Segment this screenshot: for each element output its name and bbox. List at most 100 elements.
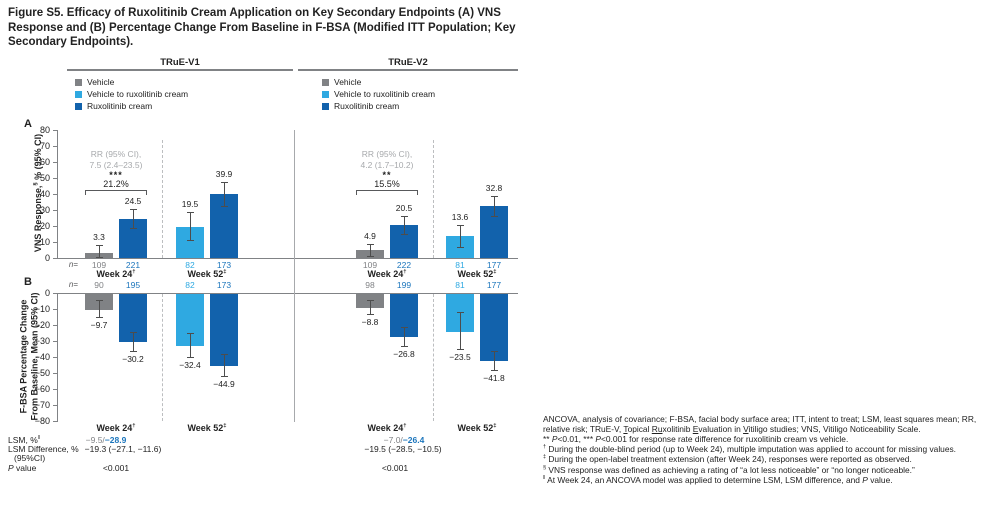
significance-stars: **	[382, 170, 392, 180]
legend-item-label: Vehicle to ruxolitinib cream	[87, 89, 189, 99]
bar-value-label: 19.5	[181, 198, 199, 209]
footnote-pvalues: ** P<0.01, *** P<0.001 for response rate…	[543, 433, 849, 444]
bar-rux	[480, 294, 508, 361]
legend-item: Ruxolitinib cream	[322, 100, 435, 112]
panel-a-y-axis	[57, 130, 58, 259]
ci-cap	[220, 206, 228, 207]
legend-true-v1: Vehicle Vehicle to ruxolitinib cream Rux…	[75, 76, 188, 112]
legend-true-v2: Vehicle Vehicle to ruxolitinib cream Rux…	[322, 76, 435, 112]
panel-b-y-tick	[53, 405, 57, 406]
n-label: 221	[125, 260, 141, 270]
week-label: Week 52‡	[187, 269, 227, 279]
panel-b-y-tick	[53, 421, 57, 422]
ci-cap	[95, 300, 103, 302]
bar-value-label: −8.8	[361, 316, 379, 327]
panel-a-y-tick	[53, 130, 57, 131]
p-value-v2: <0.001	[381, 463, 409, 473]
n-label: 98	[365, 280, 375, 290]
legend-swatch-rux-icon	[322, 103, 329, 110]
footnote-abbreviations: ANCOVA, analysis of covariance; F-BSA, f…	[543, 414, 977, 434]
bar-value-label: 32.8	[485, 182, 503, 193]
panel-a-y-tick-label: 80	[39, 125, 50, 135]
n-label: 173	[216, 260, 232, 270]
footnote-double-dagger: ‡ During the open-label treatment extens…	[543, 454, 912, 465]
panel-a-week-separator	[433, 140, 434, 258]
lsm-diff-v2: −19.5 (−28.5, −10.5)	[364, 444, 442, 454]
panel-a-label: A	[24, 118, 32, 130]
comparison-bracket	[85, 190, 147, 195]
legend-item: Vehicle to ruxolitinib cream	[322, 88, 435, 100]
week-label: Week 24†	[96, 423, 136, 433]
ci-cap	[456, 349, 464, 350]
ci-cap	[400, 345, 408, 347]
rr-annotation-line2: 7.5 (2.4–23.5)	[89, 160, 143, 170]
ci-whisker	[370, 300, 371, 314]
panel-b-y-tick	[53, 389, 57, 390]
significance-stars: ***	[109, 170, 123, 180]
ci-cap	[186, 239, 194, 241]
panel-a-week-separator	[162, 140, 163, 258]
legend-swatch-vehicle-icon	[322, 79, 329, 86]
ci-cap	[95, 317, 103, 318]
panel-a-y-tick-label: 0	[44, 253, 50, 263]
legend-item: Vehicle to ruxolitinib cream	[75, 88, 188, 100]
legend-item: Vehicle	[75, 76, 188, 88]
ci-whisker	[494, 350, 495, 370]
study-header-true-v1: TRuE-V1	[160, 57, 200, 68]
panel-b-y-tick-label: −20	[34, 320, 50, 330]
n-label: 199	[396, 280, 412, 290]
ci-whisker	[460, 225, 461, 247]
ci-cap	[400, 234, 408, 235]
ci-whisker	[404, 326, 405, 346]
lsm-row-label: LSM, %‖	[8, 435, 41, 445]
panel-a-n-prefix: n=	[68, 260, 78, 269]
difference-label: 15.5%	[374, 179, 400, 189]
n-label: 82	[185, 260, 195, 270]
figure-title-line3: Secondary Endpoints).	[8, 36, 134, 49]
panel-a-y-tick-label: 50	[39, 173, 50, 183]
ci-cap	[95, 257, 103, 259]
panel-b-y-tick-label: −10	[34, 304, 50, 314]
bar-value-label: 24.5	[124, 196, 142, 207]
bar-value-label: −44.9	[213, 379, 235, 390]
bar-value-label: −30.2	[122, 353, 144, 364]
legend-item-label: Vehicle	[87, 77, 115, 87]
ci-cap	[129, 332, 137, 334]
n-label: 173	[216, 280, 232, 290]
bar-value-label: −41.8	[483, 372, 505, 383]
bar-value-label: −23.5	[449, 352, 471, 362]
legend-item-label: Ruxolitinib cream	[87, 101, 153, 111]
ci-cap	[490, 350, 498, 352]
ci-cap	[366, 313, 374, 315]
panel-a-y-tick	[53, 258, 57, 259]
n-label: 81	[455, 260, 465, 270]
panel-a-y-tick-label: 10	[39, 237, 50, 247]
ci-cap	[456, 225, 464, 227]
legend-swatch-vehicle-to-rux-icon	[322, 91, 329, 98]
figure-title-line2: Response and (B) Percentage Change From …	[8, 21, 516, 34]
panel-b-y-tick-label: −70	[34, 400, 50, 410]
week-label: Week 24†	[367, 423, 407, 433]
ci-whisker	[460, 312, 461, 349]
footnotes: ANCOVA, analysis of covariance; F-BSA, f…	[543, 414, 984, 486]
bar-value-label: 3.3	[93, 232, 105, 243]
panel-a-y-tick	[53, 146, 57, 147]
panel-b-y-tick-label: −60	[34, 384, 50, 394]
ci-cap	[490, 195, 498, 197]
panel-b-label: B	[24, 276, 32, 288]
week-label: Week 52‡	[187, 423, 227, 433]
footnote-section: § VNS response was defined as achieving …	[543, 464, 915, 475]
n-label: 109	[362, 260, 378, 270]
panel-b-y-tick	[53, 341, 57, 342]
ci-whisker	[133, 209, 134, 229]
ci-cap	[186, 333, 194, 334]
panel-b-y-tick-label: −80	[34, 416, 50, 426]
bar-value-label: 39.9	[215, 169, 233, 179]
panel-b-y-tick	[53, 357, 57, 358]
ci-whisker	[99, 300, 100, 317]
ci-cap	[400, 216, 408, 218]
lsm-diff-ci-label: (95%CI)	[14, 453, 46, 463]
n-label: 195	[125, 280, 141, 290]
panel-b-y-tick-label: 0	[44, 288, 50, 298]
